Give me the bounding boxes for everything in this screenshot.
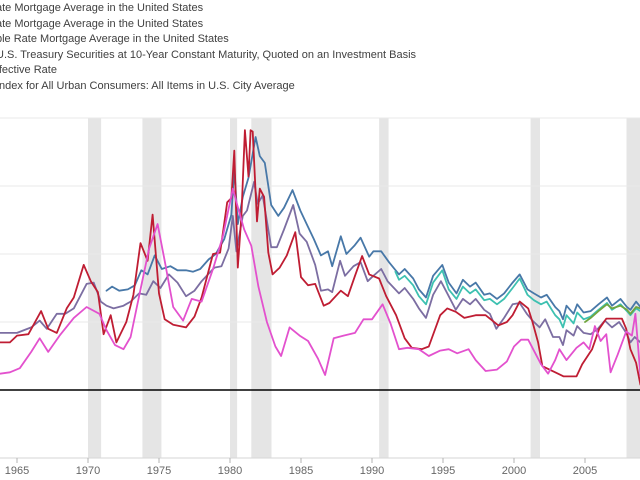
recession-band — [626, 118, 640, 458]
recession-band — [530, 118, 540, 458]
legend-item-cpi[interactable]: Index for All Urban Consumers: All Items… — [0, 79, 295, 92]
series-5-line[interactable] — [0, 129, 640, 386]
series-1-line[interactable] — [105, 136, 640, 321]
recession-band — [142, 118, 162, 458]
x-tick-label: 1970 — [76, 465, 100, 477]
series-2-line[interactable] — [394, 269, 640, 329]
series-3-line[interactable] — [584, 303, 640, 323]
legend-item-effective-rate[interactable]: ffective Rate — [0, 64, 57, 77]
legend-item-adjustable-rate-mortgage[interactable]: ble Rate Mortgage Average in the United … — [0, 33, 229, 46]
x-tick-label: 1975 — [147, 465, 171, 477]
x-tick-label: 1980 — [218, 465, 242, 477]
series-6-line[interactable] — [0, 187, 640, 376]
x-tick-label: 1995 — [431, 465, 455, 477]
x-tick-label: 1990 — [360, 465, 384, 477]
x-tick-label: 2000 — [502, 465, 526, 477]
legend-item-10yr-treasury[interactable]: U.S. Treasury Securities at 10-Year Cons… — [0, 48, 417, 61]
recession-band — [230, 118, 238, 458]
legend-item-15yr-mortgage[interactable]: ate Mortgage Average in the United State… — [0, 17, 204, 30]
x-tick-label: 1985 — [289, 465, 313, 477]
x-tick-label: 2005 — [573, 465, 597, 477]
x-tick-label: 1965 — [5, 465, 29, 477]
legend: ate Mortgage Average in the United State… — [0, 1, 640, 95]
legend-item-30yr-mortgage[interactable]: ate Mortgage Average in the United State… — [0, 2, 204, 14]
series-4-line[interactable] — [0, 180, 640, 347]
